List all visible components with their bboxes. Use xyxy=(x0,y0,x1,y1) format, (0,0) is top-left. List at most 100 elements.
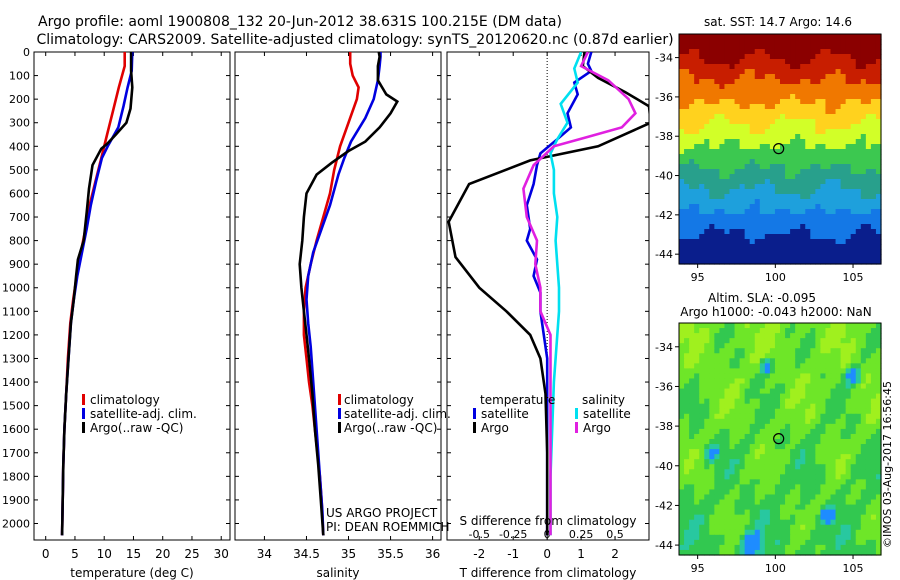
map-cell xyxy=(704,229,710,235)
map-cell xyxy=(800,134,806,140)
x-tick-label: 20 xyxy=(155,547,170,561)
map-cell xyxy=(769,49,776,55)
map-cell xyxy=(785,209,791,215)
map-cell xyxy=(729,539,736,546)
map-cell xyxy=(719,74,726,80)
map-cell xyxy=(790,474,796,480)
map-cell xyxy=(709,534,715,541)
map-cell xyxy=(845,368,852,375)
map-cell xyxy=(719,214,726,220)
map-cell xyxy=(825,169,832,175)
map-cell xyxy=(729,164,736,170)
map-cell xyxy=(800,378,806,385)
map-cell xyxy=(709,373,715,380)
map-cell xyxy=(825,489,832,496)
map-cell xyxy=(744,224,751,230)
map-cell xyxy=(875,388,882,395)
map-cell xyxy=(810,423,816,430)
map-cell xyxy=(729,484,736,491)
map-cell xyxy=(800,418,806,425)
map-cell xyxy=(800,474,806,480)
map-cell xyxy=(860,328,867,334)
map-cell xyxy=(694,328,700,334)
map-cell xyxy=(790,444,796,450)
map-cell xyxy=(850,119,857,125)
map-cell xyxy=(850,398,857,405)
map-cell xyxy=(769,199,776,205)
map-cell xyxy=(810,139,816,145)
map-cell xyxy=(754,259,761,265)
map-cell xyxy=(764,423,771,430)
map-cell xyxy=(709,104,715,110)
map-cell xyxy=(785,84,791,90)
map-cell xyxy=(729,209,736,215)
difference-legend: temperature salinity satellite Argo sate… xyxy=(473,393,631,435)
map-cell xyxy=(744,164,751,170)
map-cell xyxy=(785,378,791,385)
map-cell xyxy=(719,49,726,55)
map-cell xyxy=(850,454,857,460)
map-cell xyxy=(805,144,811,150)
map-cell xyxy=(729,433,736,440)
map-cell xyxy=(699,504,705,511)
map-cell xyxy=(820,149,827,155)
map-cell xyxy=(729,159,736,165)
map-cell xyxy=(855,338,862,344)
map-cell xyxy=(679,109,685,115)
map-cell xyxy=(825,34,832,40)
map-cell xyxy=(734,244,741,250)
map-cell xyxy=(815,423,821,430)
map-cell xyxy=(729,244,736,250)
map-cell xyxy=(820,509,827,516)
map-cell xyxy=(714,408,720,415)
map-cell xyxy=(785,194,791,200)
map-cell xyxy=(719,464,726,470)
map-cell xyxy=(855,333,862,339)
map-cell xyxy=(875,433,882,440)
map-cell xyxy=(709,343,715,349)
map-cell xyxy=(764,408,771,415)
map-cell xyxy=(694,549,700,556)
map-cell xyxy=(694,524,700,531)
y-tick-label: 700 xyxy=(9,211,30,224)
map-cell xyxy=(714,413,720,420)
map-cell xyxy=(679,323,685,329)
map-cell xyxy=(679,34,685,40)
map-cell xyxy=(689,519,695,526)
map-cell xyxy=(744,94,751,100)
map-cell xyxy=(855,474,862,480)
map-cell xyxy=(749,403,756,410)
map-cell xyxy=(759,484,766,491)
map-cell xyxy=(694,388,700,395)
map-cell xyxy=(699,59,705,65)
map-cell xyxy=(774,234,781,240)
map-cell xyxy=(830,539,837,546)
map-cell xyxy=(764,189,771,195)
map-cell xyxy=(810,338,816,344)
map-cell xyxy=(845,54,852,60)
map-cell xyxy=(694,439,700,445)
map-cell xyxy=(734,323,741,329)
map-cell xyxy=(830,378,837,385)
map-cell xyxy=(739,494,746,501)
map-cell xyxy=(714,454,720,460)
map-cell xyxy=(810,343,816,349)
map-cell xyxy=(689,469,695,475)
map-cell xyxy=(684,199,690,205)
map-cell xyxy=(860,489,867,496)
map-cell xyxy=(744,149,751,155)
map-cell xyxy=(785,358,791,364)
map-cell xyxy=(724,509,731,516)
map-cell xyxy=(714,338,720,344)
map-cell xyxy=(749,514,756,521)
map-cell xyxy=(855,388,862,395)
map-cell xyxy=(734,119,741,125)
map-cell xyxy=(684,124,690,130)
map-cell xyxy=(744,504,751,511)
map-cell xyxy=(780,534,786,541)
map-cell xyxy=(754,119,761,125)
map-cell xyxy=(810,428,816,435)
map-cell xyxy=(754,489,761,496)
map-cell xyxy=(739,124,746,130)
map-cell xyxy=(860,348,867,354)
